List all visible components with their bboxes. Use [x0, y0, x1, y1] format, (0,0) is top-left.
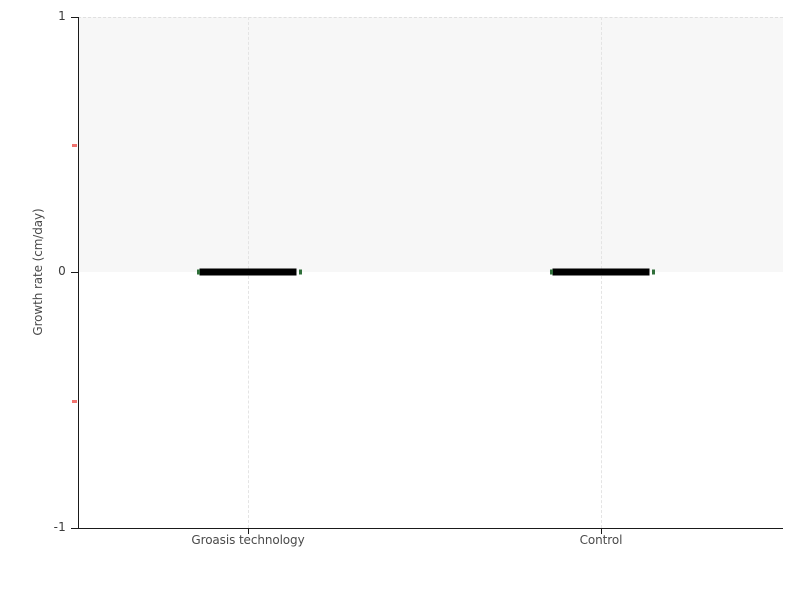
y-axis-minor-tick-minus-0point5 — [72, 400, 77, 403]
bar-groasis-technology[interactable] — [199, 268, 297, 276]
plot-area-background — [78, 17, 783, 272]
bar-control[interactable] — [552, 268, 650, 276]
x-axis-line — [78, 528, 783, 529]
y-axis-label-0: 0 — [58, 264, 66, 278]
y-axis-tick-0 — [71, 272, 78, 273]
x-axis-label-control: Control — [579, 533, 623, 547]
bar-cap-left-groasis-technology — [197, 269, 200, 275]
bar-cap-right-control — [652, 269, 655, 275]
gridline-horizontal-1 — [78, 17, 783, 18]
y-axis-label-1: 1 — [58, 9, 66, 23]
x-axis-tick-control — [601, 528, 602, 534]
bar-cap-left-control — [550, 269, 553, 275]
bar-cap-right-groasis-technology — [299, 269, 302, 275]
y-axis-label-minus-1: -1 — [53, 520, 66, 534]
y-axis-minor-tick-0point5 — [72, 144, 77, 147]
y-axis-title: Growth rate (cm/day) — [31, 208, 45, 336]
y-axis-line — [78, 17, 79, 528]
x-axis-label-groasis-technology: Groasis technology — [191, 533, 305, 547]
x-axis-tick-groasis-technology — [248, 528, 249, 534]
y-axis-tick-1 — [71, 17, 78, 18]
y-axis-tick-minus-1 — [71, 528, 78, 529]
